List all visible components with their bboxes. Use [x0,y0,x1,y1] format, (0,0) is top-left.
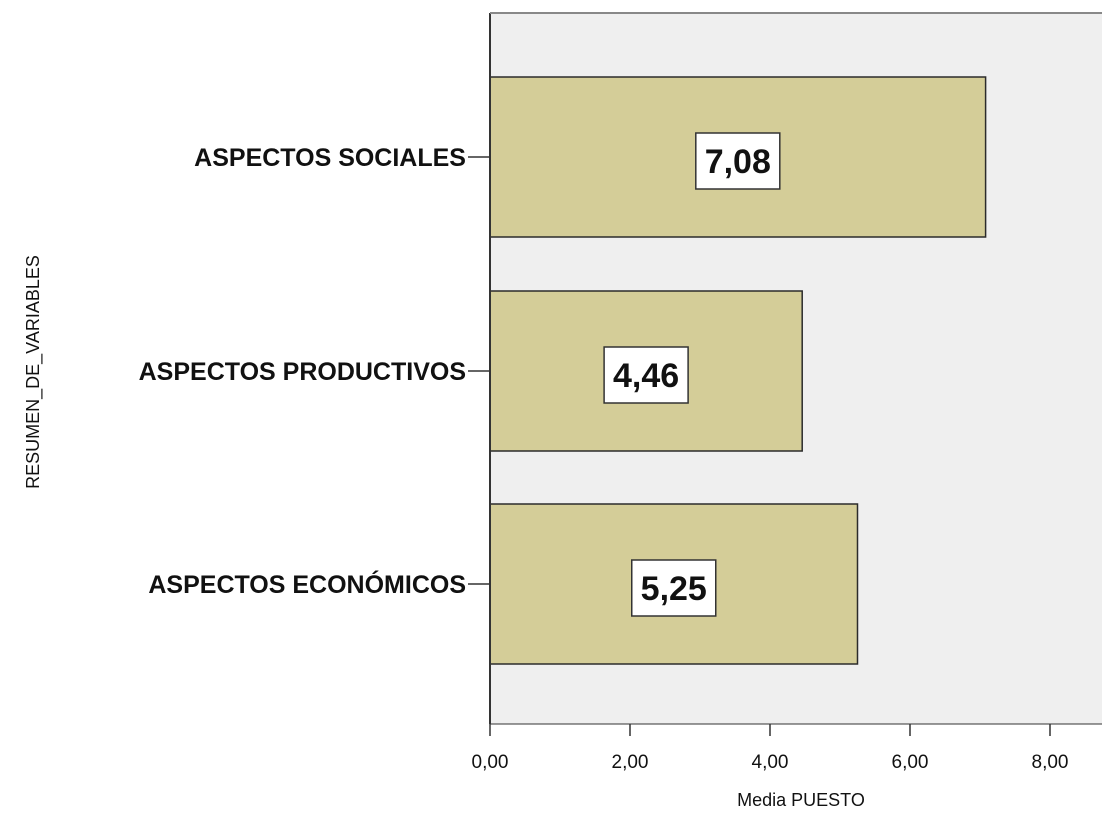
x-axis-title: Media PUESTO [737,790,865,810]
data-label-group: 5,25 [631,559,717,617]
x-tick-label: 6,00 [892,752,929,773]
data-label: 7,08 [705,143,771,181]
y-tick-label: ASPECTOS PRODUCTIVOS [139,358,466,386]
data-label: 4,46 [613,357,679,395]
data-label-group: 7,08 [695,132,781,190]
y-axis-title: RESUMEN_DE_VARIABLES [23,255,44,489]
x-tick-label: 0,00 [472,752,509,773]
data-label-box [695,132,781,190]
x-tick-label: 2,00 [612,752,649,773]
x-tick-label: 8,00 [1032,752,1069,773]
y-tick-label: ASPECTOS SOCIALES [194,144,466,172]
data-label-box [631,559,717,617]
y-tick-label: ASPECTOS ECONÓMICOS [148,569,466,599]
data-label-group: 4,46 [603,346,689,404]
data-label: 5,25 [641,570,707,608]
x-tick-label: 4,00 [752,752,789,773]
data-label-box [603,346,689,404]
